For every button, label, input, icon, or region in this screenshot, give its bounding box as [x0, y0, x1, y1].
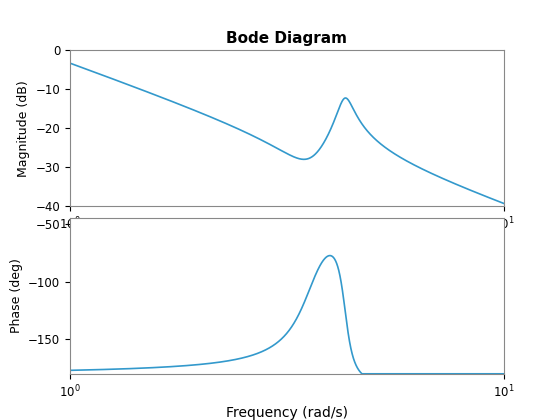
Y-axis label: Magnitude (dB): Magnitude (dB) — [17, 80, 30, 176]
H — [327, 253, 334, 258]
H — [327, 128, 334, 133]
H — [146, 365, 152, 370]
H — [67, 368, 73, 373]
Title: Bode Diagram: Bode Diagram — [226, 32, 348, 47]
H — [232, 357, 239, 362]
X-axis label: Frequency (rad/s): Frequency (rad/s) — [226, 406, 348, 420]
H — [423, 371, 430, 376]
H — [349, 352, 356, 357]
Y-axis label: Phase (deg): Phase (deg) — [10, 259, 22, 333]
H — [390, 151, 397, 156]
H — [67, 60, 73, 66]
H — [391, 371, 398, 376]
H — [501, 201, 507, 206]
H — [326, 253, 333, 258]
Line: H: H — [70, 63, 504, 204]
H — [501, 371, 507, 376]
H — [146, 90, 152, 95]
H — [358, 371, 365, 376]
H — [423, 169, 430, 174]
H — [349, 105, 356, 110]
H — [232, 125, 239, 130]
Line: H: H — [70, 256, 504, 374]
